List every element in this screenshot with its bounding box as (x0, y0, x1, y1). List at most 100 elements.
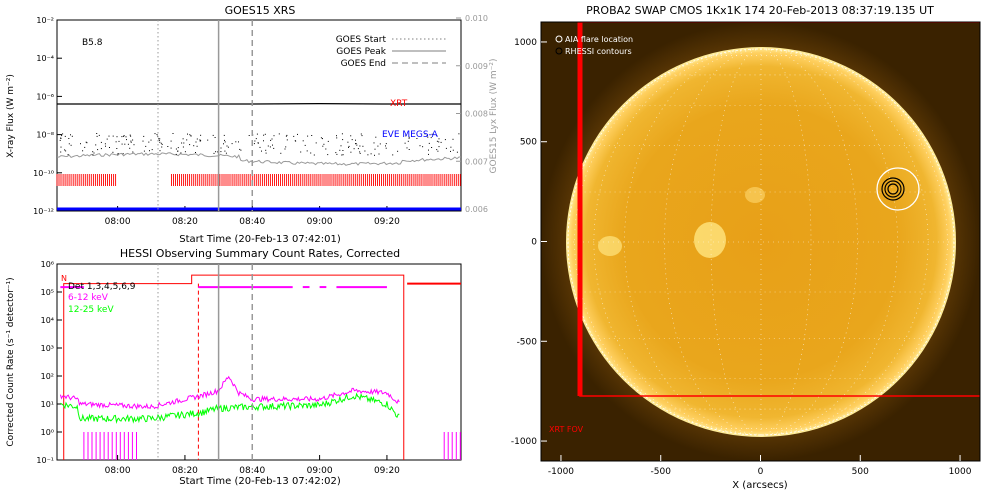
goes-scatter-dot (199, 139, 201, 141)
goes-scatter-dot (431, 133, 433, 135)
goes-scatter-dot (356, 144, 358, 146)
goes-scatter-dot (121, 136, 123, 138)
goes-scatter-dot (214, 137, 216, 138)
goes-scatter-dot (126, 139, 127, 141)
goes-scatter-dot (167, 146, 169, 147)
goes-scatter-dot (416, 138, 418, 139)
goes-scatter-dot (184, 151, 186, 153)
goes-scatter-dot (118, 140, 120, 142)
goes-scatter-dot (436, 135, 438, 136)
hessi-x-tick-label: 08:20 (172, 466, 198, 476)
goes-scatter-dot (407, 140, 409, 142)
swap-panel: PROBA2 SWAP CMOS 1Kx1K 174 20-Feb-2013 0… (511, 4, 981, 491)
goes-scatter-dot (175, 148, 177, 150)
goes-scatter-dot (64, 149, 66, 151)
hessi-ylabel: Corrected Count Rate (s⁻¹ detector⁻¹) (6, 277, 16, 446)
goes-scatter-dot (304, 144, 306, 146)
goes-scatter-dot (362, 145, 364, 147)
goes-scatter-dot (297, 133, 298, 135)
goes-scatter-dot (419, 145, 421, 147)
goes-scatter-dot (373, 142, 375, 144)
goes-scatter-dot (199, 140, 201, 142)
goes-scatter-dot (220, 147, 222, 149)
swap-longitude-line (760, 48, 858, 436)
hessi-panel: HESSI Observing Summary Count Rates, Cor… (6, 247, 462, 487)
goes-xlabel: Start Time (20-Feb-13 07:42:01) (179, 234, 341, 245)
goes-legend-label: GOES Start (336, 35, 387, 45)
goes-scatter-dot (116, 136, 118, 138)
goes-scatter-dot (327, 154, 329, 156)
goes-scatter-dot (172, 133, 174, 134)
goes-scatter-dot (181, 142, 183, 144)
goes-scatter-dot (428, 153, 429, 155)
goes-scatter-dot (116, 148, 118, 149)
goes-scatter-dot (97, 149, 99, 151)
goes-scatter-dot (428, 142, 430, 144)
goes-scatter-dot (159, 150, 161, 152)
goes-scatter-dot (190, 135, 192, 137)
goes-scatter-dot (408, 137, 410, 139)
goes-scatter-dot (220, 151, 222, 153)
hessi-y-tick-label: 10³ (41, 344, 54, 353)
goes-scatter-dot (339, 149, 341, 151)
goes-scatter-dot (428, 149, 429, 151)
goes-scatter-dot (327, 140, 329, 142)
goes-scatter-dot (385, 145, 386, 147)
swap-coordinate-grid (568, 48, 954, 436)
active-region-east (598, 236, 622, 256)
swap-x-tick-label: -500 (651, 467, 672, 477)
goes-x-tick-label: 09:00 (307, 217, 333, 227)
goes-scatter-dot (151, 149, 153, 151)
goes-scatter-dot (438, 146, 440, 148)
goes-scatter-dot (364, 150, 366, 152)
goes-scatter-dot (322, 145, 324, 147)
goes-scatter-dot (106, 138, 108, 140)
goes-scatter-dot (374, 154, 375, 156)
goes-scatter-dot (225, 152, 227, 154)
goes-scatter-dot (341, 154, 343, 156)
goes-scatter-dot (254, 140, 256, 142)
goes-scatter-dot (342, 139, 344, 141)
goes-scatter-dot (367, 154, 369, 156)
goes-scatter-dot (347, 141, 349, 143)
goes-scatter-dot (93, 152, 95, 154)
goes-scatter-dot (264, 133, 266, 135)
goes-scatter-dot (438, 141, 440, 143)
goes-scatter-dot (132, 151, 134, 153)
goes-scatter-dot (322, 138, 323, 140)
goes-scatter-dot (406, 147, 408, 149)
swap-legend-marker-aia (555, 35, 563, 43)
swap-y-tick-label: 500 (520, 138, 537, 148)
goes-y-tick-label: 10⁻¹⁰ (33, 169, 54, 178)
goes-scatter-dot (302, 140, 304, 142)
goes-y-tick-label: 10⁻⁴ (36, 54, 54, 63)
hessi-series-6-12kev (59, 375, 400, 410)
goes-y2-tick-label: 0.010 (465, 14, 488, 23)
goes-scatter-dot (456, 151, 458, 153)
goes-scatter-dot (187, 133, 188, 135)
swap-longitude-line (760, 48, 898, 436)
hessi-legend-12-25kev: 12-25 keV (68, 305, 114, 315)
goes-scatter-dot (224, 141, 226, 143)
goes-scatter-dot (143, 150, 145, 152)
goes-ylabel-right: GOES15 Lyx Flux (W m⁻²) (489, 59, 499, 174)
goes-scatter-dot (64, 135, 66, 137)
goes-scatter-dot (325, 148, 327, 150)
goes-scatter-dot (123, 135, 125, 137)
goes-scatter-dot (436, 149, 438, 151)
goes-scatter-dot (148, 141, 150, 143)
swap-axis-ticks: -1000 -500 0 500 1000 -1000 -500 0 500 1000 (511, 38, 972, 477)
goes-scatter-dot (130, 140, 132, 142)
goes-scatter-dot (117, 153, 119, 154)
goes-scatter-dot (65, 150, 67, 152)
goes-ylabel: X-ray Flux (W m⁻²) (6, 74, 16, 158)
goes-scatter-dot (149, 150, 150, 152)
goes-scatter-dot (158, 138, 160, 140)
aia-flare-circle (876, 167, 920, 211)
hessi-y-tick-label: 10⁰ (41, 428, 54, 437)
goes-scatter-dot (438, 138, 440, 140)
goes-scatter-dot (177, 150, 179, 152)
swap-longitude-line (624, 48, 762, 436)
goes-scatter-dot (143, 135, 145, 137)
swap-x-tick-label: 0 (758, 467, 764, 477)
